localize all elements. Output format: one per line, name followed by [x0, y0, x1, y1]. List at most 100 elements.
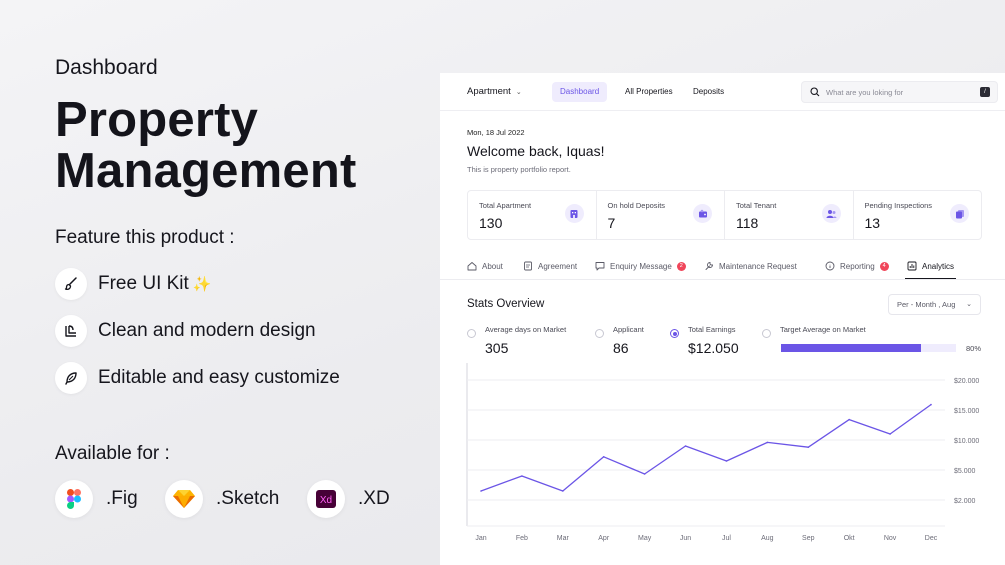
chart-y-tick-label: $20.000 — [954, 378, 979, 385]
tab-label: Reporting — [840, 261, 875, 271]
chart-x-tick-label: Feb — [516, 535, 528, 542]
chart-data-point — [889, 433, 891, 435]
chart-x-tick-label: May — [638, 535, 652, 542]
earnings-line-chart: $20.000 $15.000 $10.000 $5.000 $2.000 Jan Feb M… — [466, 363, 979, 542]
sketch-icon — [165, 480, 203, 518]
tab-divider — [440, 279, 1005, 280]
tab-label: Enquiry Message — [610, 261, 672, 271]
period-select-value: Per - Month , Aug — [897, 300, 956, 309]
stat-value: 118 — [736, 215, 759, 231]
xd-icon: Xd — [307, 480, 345, 518]
chart-x-tick-label: Jan — [475, 535, 486, 542]
chart-data-point — [766, 441, 769, 444]
property-switcher[interactable]: Apartment ⌄ — [467, 86, 522, 97]
nav-all-properties[interactable]: All Properties — [625, 87, 673, 96]
stat-pending-inspections: Pending Inspections 13 — [854, 191, 982, 239]
current-date: Mon, 18 Jul 2022 — [467, 128, 525, 137]
stats-card: Total Apartment 130 On hold Deposits 7 T… — [467, 190, 982, 240]
stat-label: On hold Deposits — [607, 201, 666, 210]
tab-enquiry-message[interactable]: Enquiry Message 2 — [595, 253, 686, 279]
message-icon — [595, 262, 605, 271]
chart-y-tick-label: $10.000 — [954, 438, 979, 445]
search-shortcut: / — [980, 87, 990, 97]
stat-value: 13 — [864, 215, 881, 231]
tab-label: Analytics — [922, 261, 955, 271]
search-icon — [810, 87, 820, 97]
notification-badge: 2 — [676, 261, 686, 271]
tab-label: Agreement — [538, 261, 578, 271]
tab-agreement[interactable]: Agreement — [523, 253, 577, 279]
promo-panel: Dashboard Property Management Feature th… — [55, 0, 435, 565]
stat-value: 130 — [479, 215, 503, 231]
chart-y-tick-label: $15.000 — [954, 408, 979, 415]
metric-label: Target Average on Market — [780, 325, 866, 334]
metric-radio[interactable] — [762, 329, 771, 338]
tool-label: .XD — [358, 488, 390, 509]
document-icon — [524, 261, 532, 271]
stat-label: Total Apartment — [479, 201, 532, 210]
search-bar[interactable]: What are you loking for / — [801, 81, 998, 103]
chevron-down-icon: ⌄ — [515, 88, 522, 96]
chart-x-tick-label: Aug — [761, 535, 774, 542]
chart-y-tick-label: $5.000 — [954, 468, 976, 475]
chart-data-point — [562, 490, 564, 492]
metric-label: Total Earnings — [688, 325, 736, 334]
stat-on-hold-deposits: On hold Deposits 7 — [597, 191, 725, 239]
tab-label: Maintenance Request — [719, 261, 797, 271]
chart-data-point — [930, 403, 932, 406]
tab-bar: About Agreement Enquiry Message 2 Mainte… — [440, 253, 1005, 280]
tool-label: .Sketch — [216, 488, 280, 509]
chart-x-tick-label: Okt — [844, 535, 855, 542]
target-progress-fill — [781, 344, 921, 352]
nav-dashboard[interactable]: Dashboard — [552, 82, 608, 102]
metric-label: Applicant — [613, 325, 644, 334]
metric-radio[interactable] — [467, 329, 476, 338]
tab-analytics[interactable]: Analytics — [904, 253, 957, 280]
chart-y-tick-label: $2.000 — [954, 498, 976, 505]
tab-reporting[interactable]: Reporting 4 — [825, 253, 889, 279]
stat-label: Total Tenant — [736, 201, 777, 210]
feature-label: Free UI Kit — [98, 273, 189, 294]
chart-x-tick-label: Sep — [802, 535, 815, 542]
promo-kicker: Dashboard — [55, 56, 158, 79]
brush-icon — [55, 268, 87, 300]
stat-label: Pending Inspections — [864, 201, 933, 210]
wrench-icon — [705, 262, 713, 270]
wallet-icon — [693, 204, 712, 223]
app-window: Apartment ⌄ Dashboard All Properties Dep… — [440, 73, 1005, 565]
chart-data-point — [602, 456, 605, 458]
promo-title-line2: Management — [55, 144, 357, 198]
info-icon — [825, 261, 835, 271]
metric-radio[interactable] — [595, 329, 604, 338]
tab-about[interactable]: About — [467, 253, 503, 279]
feature-item: Editable and easy customize — [55, 361, 340, 395]
search-input[interactable]: What are you loking for — [826, 87, 904, 97]
nav-deposits[interactable]: Deposits — [693, 87, 725, 96]
clipboard-icon — [950, 204, 969, 223]
stat-total-tenant: Total Tenant 118 — [725, 191, 854, 239]
period-select[interactable]: Per - Month , Aug ⌄ — [888, 294, 981, 315]
feature-label: Clean and modern design — [98, 320, 316, 341]
chart-icon — [907, 261, 917, 271]
sparkle-icon: ✨ — [192, 276, 212, 293]
tab-maintenance-request[interactable]: Maintenance Request — [704, 253, 797, 279]
chart-x-tick-label: Apr — [598, 535, 610, 542]
target-progress-label: 80% — [966, 344, 982, 353]
metric-radio[interactable] — [670, 329, 679, 338]
feather-icon — [55, 362, 87, 394]
building-icon — [564, 204, 584, 223]
figma-icon — [55, 480, 93, 518]
chart-x-tick-label: Nov — [884, 535, 897, 542]
tool-sketch: .Sketch — [165, 480, 279, 518]
welcome-title: Welcome back, Iquas! — [467, 143, 605, 159]
chart-data-point — [643, 473, 646, 475]
chart-x-tick-label: Jul — [722, 535, 731, 542]
stat-total-apartment: Total Apartment 130 — [468, 191, 597, 239]
metric-label: Average days on Market — [485, 325, 567, 334]
chart-x-tick-label: Mar — [557, 535, 570, 542]
available-heading: Available for : — [55, 443, 170, 464]
chevron-down-icon: ⌄ — [966, 301, 972, 308]
top-bar: Apartment ⌄ Dashboard All Properties Dep… — [440, 73, 1005, 111]
home-icon — [467, 262, 477, 271]
target-progress-bar — [781, 344, 956, 352]
